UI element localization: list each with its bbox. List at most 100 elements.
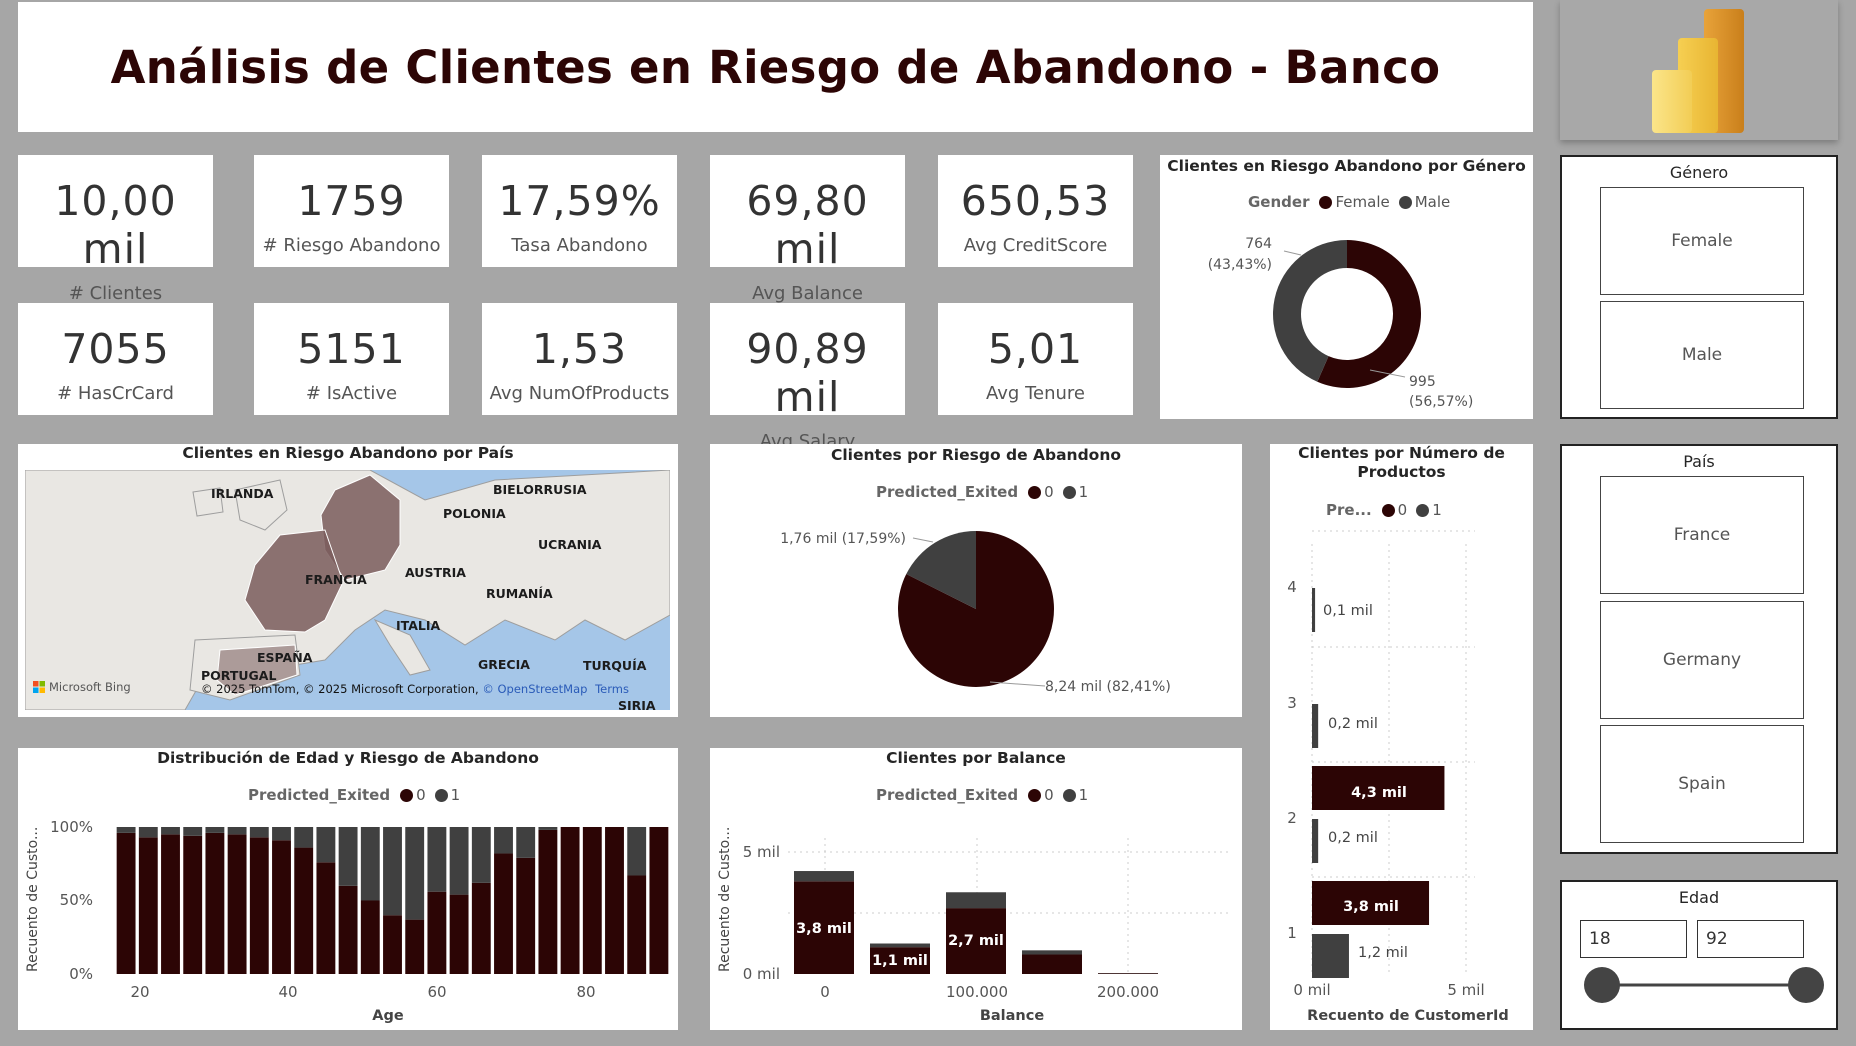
bar-age-66-class0[interactable] — [471, 882, 491, 974]
bar-age-24-class0[interactable] — [161, 834, 180, 974]
products-bars[interactable] — [1312, 588, 1445, 978]
bar-age-69-class1[interactable] — [494, 827, 513, 854]
bar-age-36-class0[interactable] — [249, 837, 269, 974]
country-map-visual[interactable]: Clientes en Riesgo Abandono por País IRL… — [18, 444, 678, 717]
bar-age-60-class0[interactable] — [427, 891, 447, 974]
bar-products-1-class1[interactable] — [1312, 934, 1349, 978]
bar-age-21-class0[interactable] — [138, 837, 158, 974]
legend-item-1[interactable]: 1 — [1416, 501, 1442, 519]
bar-age-18-class0[interactable] — [116, 832, 136, 974]
bar-age-84-class0[interactable] — [605, 827, 624, 974]
balance-chart[interactable]: Clientes por Balance Predicted_Exited 0 … — [710, 748, 1242, 1030]
bar-age-87-class1[interactable] — [627, 827, 647, 876]
risk-pie-slices[interactable] — [898, 531, 1054, 687]
slicer-option-spain[interactable]: Spain — [1600, 725, 1804, 843]
bar-age-42-class1[interactable] — [294, 827, 314, 848]
legend-item-1[interactable]: 1 — [1062, 483, 1088, 501]
bar-balance-200.000-class0[interactable] — [1098, 973, 1158, 974]
bar-products-2-class1[interactable] — [1312, 819, 1319, 863]
age-bars[interactable] — [116, 827, 669, 975]
legend-item-male[interactable]: Male — [1398, 193, 1450, 211]
legend-item-0[interactable]: 0 — [1381, 501, 1407, 519]
bar-age-45-class0[interactable] — [316, 862, 336, 974]
range-handle-min[interactable] — [1584, 967, 1620, 1003]
bar-age-54-class0[interactable] — [383, 915, 402, 974]
bar-age-63-class0[interactable] — [449, 894, 469, 974]
bar-age-48-class1[interactable] — [338, 827, 358, 886]
legend-item-0[interactable]: 0 — [1028, 483, 1054, 501]
openstreetmap-link[interactable]: © OpenStreetMap — [482, 682, 588, 696]
bar-age-72-class0[interactable] — [516, 857, 536, 974]
bar-products-1-class0[interactable] — [1312, 881, 1430, 925]
gender-donut-chart[interactable]: Clientes en Riesgo Abandono por Género G… — [1160, 155, 1533, 419]
bar-age-87-class0[interactable] — [627, 875, 647, 974]
bar-age-57-class1[interactable] — [405, 827, 425, 920]
bar-balance-150.000-class0[interactable] — [1022, 954, 1082, 974]
slicer-option-germany[interactable]: Germany — [1600, 601, 1804, 719]
gender-donut-slices[interactable] — [1273, 240, 1421, 388]
bar-age-27-class0[interactable] — [183, 835, 203, 974]
map-canvas[interactable]: IRLANDA BIELORRUSIA POLONIA UCRANIA FRAN… — [25, 470, 670, 710]
bar-products-3-class1[interactable] — [1312, 704, 1319, 748]
bar-age-27-class1[interactable] — [183, 827, 203, 836]
bar-age-51-class1[interactable] — [360, 827, 380, 901]
bar-balance-50.000-class1[interactable] — [870, 943, 930, 948]
bar-age-30-class0[interactable] — [205, 832, 225, 974]
terms-link[interactable]: Terms — [595, 682, 629, 696]
bar-age-33-class1[interactable] — [227, 827, 247, 835]
france-region[interactable] — [244, 529, 344, 633]
slicer-option-female[interactable]: Female — [1600, 187, 1804, 295]
slicer-option-male[interactable]: Male — [1600, 301, 1804, 409]
bar-age-66-class1[interactable] — [471, 827, 491, 883]
bar-balance-50.000-class0[interactable] — [870, 947, 930, 974]
bar-age-60-class1[interactable] — [427, 827, 447, 892]
bar-age-21-class1[interactable] — [138, 827, 158, 838]
bar-balance-0-class1[interactable] — [794, 871, 854, 882]
bar-age-45-class1[interactable] — [316, 827, 336, 863]
donut-slice-female[interactable] — [1317, 240, 1421, 388]
bar-age-81-class0[interactable] — [582, 827, 602, 974]
bar-age-39-class1[interactable] — [272, 827, 291, 841]
bar-balance-100.000-class1[interactable] — [946, 892, 1006, 909]
bar-age-75-class1[interactable] — [538, 827, 558, 830]
range-handle-max[interactable] — [1788, 967, 1824, 1003]
bar-age-63-class1[interactable] — [449, 827, 469, 895]
age-distribution-chart[interactable]: Distribución de Edad y Riesgo de Abandon… — [18, 748, 678, 1030]
bar-age-30-class1[interactable] — [205, 827, 225, 833]
risk-pie-chart[interactable]: Clientes por Riesgo de Abandono Predicte… — [710, 444, 1242, 717]
bar-age-69-class0[interactable] — [494, 853, 513, 974]
balance-bars[interactable] — [794, 871, 1158, 974]
legend-item-0[interactable]: 0 — [1028, 786, 1054, 804]
bar-age-75-class0[interactable] — [538, 829, 558, 974]
germany-region[interactable] — [320, 474, 401, 581]
legend-item-female[interactable]: Female — [1319, 193, 1390, 211]
bar-age-33-class0[interactable] — [227, 834, 247, 974]
bar-products-4-class1[interactable] — [1312, 588, 1316, 632]
bar-age-36-class1[interactable] — [249, 827, 269, 838]
bar-age-54-class1[interactable] — [383, 827, 402, 916]
legend-item-0[interactable]: 0 — [400, 786, 426, 804]
age-min-input[interactable]: 18 — [1580, 920, 1687, 958]
bar-age-72-class1[interactable] — [516, 827, 536, 858]
legend-item-1[interactable]: 1 — [1062, 786, 1088, 804]
bar-balance-150.000-class1[interactable] — [1022, 950, 1082, 955]
bar-balance-0-class0[interactable] — [794, 881, 854, 974]
bar-age-18-class1[interactable] — [116, 827, 136, 833]
donut-slice-male[interactable] — [1273, 240, 1347, 382]
bar-products-2-class0[interactable] — [1312, 766, 1445, 810]
slicer-option-france[interactable]: France — [1600, 476, 1804, 594]
bar-age-78-class0[interactable] — [560, 827, 580, 974]
bar-age-39-class0[interactable] — [272, 840, 291, 974]
bar-age-48-class0[interactable] — [338, 885, 358, 974]
bar-age-51-class0[interactable] — [360, 900, 380, 975]
age-max-input[interactable]: 92 — [1697, 920, 1804, 958]
products-bar-chart[interactable]: Clientes por Número de Productos Pre... … — [1270, 444, 1533, 1030]
bar-age-57-class0[interactable] — [405, 919, 425, 974]
pie-slice-1[interactable] — [906, 531, 976, 609]
age-range-track[interactable] — [1562, 962, 1840, 1022]
bar-age-42-class0[interactable] — [294, 847, 314, 974]
spain-region[interactable] — [216, 644, 298, 696]
bar-balance-100.000-class0[interactable] — [946, 908, 1006, 974]
bar-age-90-class0[interactable] — [649, 827, 669, 974]
bar-age-24-class1[interactable] — [161, 827, 180, 835]
